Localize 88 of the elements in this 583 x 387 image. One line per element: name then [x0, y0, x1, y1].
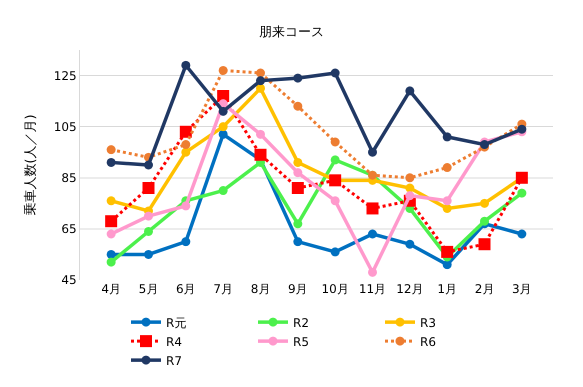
- point: [218, 122, 228, 132]
- x-tick-label: 4月: [101, 282, 121, 296]
- point: [366, 202, 378, 214]
- point: [181, 148, 190, 157]
- y-tick-label: 85: [61, 170, 77, 185]
- point: [106, 145, 116, 154]
- y-tick-label: 125: [54, 68, 77, 83]
- x-tick-label: 12月: [396, 282, 424, 296]
- point: [330, 68, 340, 78]
- point: [106, 258, 116, 267]
- point: [368, 230, 377, 238]
- point: [368, 148, 377, 157]
- y-axis-title: 乗車人数(人／月): [24, 114, 39, 216]
- point: [517, 124, 526, 134]
- legend-label: R7: [166, 354, 182, 368]
- point: [144, 250, 153, 259]
- point: [330, 196, 340, 206]
- point: [478, 238, 491, 250]
- x-tick-label: 3月: [512, 282, 532, 296]
- point: [405, 184, 414, 192]
- point: [480, 198, 490, 208]
- point: [256, 76, 265, 86]
- x-tick-label: 9月: [288, 282, 308, 296]
- point: [142, 182, 154, 194]
- point: [218, 106, 228, 116]
- point: [293, 158, 302, 167]
- point: [293, 168, 302, 178]
- point: [106, 158, 116, 167]
- point: [293, 74, 302, 83]
- point: [293, 102, 302, 111]
- point: [442, 260, 452, 270]
- point: [405, 86, 414, 96]
- y-tick-label: 105: [54, 120, 77, 134]
- point: [181, 60, 190, 70]
- x-tick-label: 11月: [358, 282, 386, 296]
- point: [144, 160, 153, 170]
- point: [442, 132, 452, 142]
- point: [480, 216, 490, 226]
- y-tick-label: 65: [61, 222, 77, 236]
- point: [517, 230, 526, 238]
- point: [442, 204, 452, 213]
- x-tick-label: 7月: [213, 282, 233, 296]
- point: [256, 130, 265, 139]
- point: [106, 230, 116, 238]
- legend-label: R3: [420, 316, 436, 330]
- x-tick-label: 5月: [138, 282, 158, 296]
- point: [254, 148, 266, 161]
- legend-label: R5: [293, 334, 309, 349]
- point: [106, 196, 116, 206]
- point: [256, 84, 265, 93]
- legend-label: R4: [166, 334, 182, 349]
- point: [330, 247, 340, 256]
- x-tick-label: 8月: [250, 282, 270, 296]
- point: [144, 212, 153, 221]
- point: [442, 196, 452, 206]
- x-tick-label: 1月: [437, 282, 457, 296]
- point: [106, 250, 116, 259]
- point: [218, 186, 228, 196]
- point: [442, 163, 452, 172]
- point: [218, 130, 228, 139]
- point: [218, 66, 228, 75]
- point: [144, 226, 153, 236]
- point: [181, 201, 190, 210]
- point: [441, 246, 454, 258]
- point: [181, 140, 190, 150]
- chart-title: 朋来コース: [259, 25, 324, 40]
- x-tick-label: 2月: [474, 282, 494, 296]
- point: [480, 140, 490, 150]
- point: [405, 191, 414, 200]
- point: [517, 188, 526, 198]
- point: [180, 126, 192, 138]
- legend-label: R6: [420, 334, 436, 349]
- legend-label: R2: [293, 316, 309, 330]
- point: [368, 268, 377, 277]
- point: [256, 68, 265, 78]
- point: [293, 237, 302, 246]
- point: [405, 240, 414, 249]
- point: [292, 182, 304, 194]
- legend-label: R元: [166, 316, 186, 330]
- y-tick-label: 45: [61, 273, 77, 288]
- point: [405, 173, 414, 182]
- point: [293, 219, 302, 228]
- point: [181, 237, 190, 246]
- x-tick-label: 6月: [176, 282, 196, 296]
- x-tick-label: 10月: [322, 282, 349, 296]
- point: [330, 155, 340, 164]
- point: [330, 138, 340, 146]
- point: [105, 215, 118, 228]
